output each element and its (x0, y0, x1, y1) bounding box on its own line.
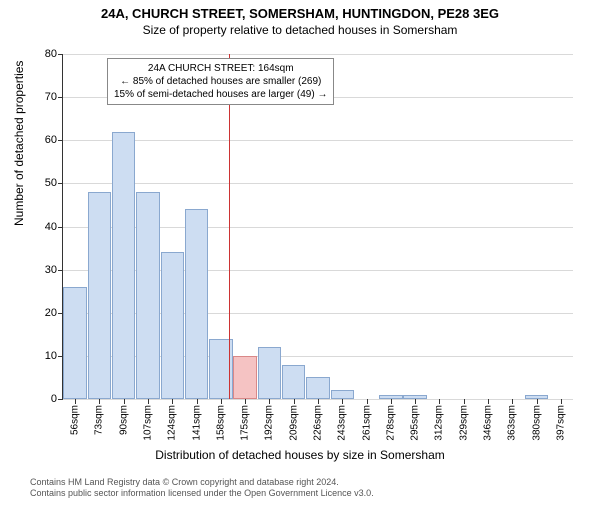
ytick-mark (58, 356, 63, 357)
xtick-label: 124sqm (167, 405, 178, 441)
xtick-label: 329sqm (458, 405, 469, 441)
xtick-mark (367, 399, 368, 404)
xtick-label: 192sqm (264, 405, 275, 441)
ytick-mark (58, 97, 63, 98)
xtick-mark (221, 399, 222, 404)
xtick-label: 226sqm (313, 405, 324, 441)
gridline (63, 183, 573, 184)
ytick-mark (58, 399, 63, 400)
histogram-bar (282, 365, 305, 400)
ytick-label: 80 (45, 48, 57, 60)
xtick-mark (537, 399, 538, 404)
x-axis-label: Distribution of detached houses by size … (0, 448, 600, 462)
gridline (63, 140, 573, 141)
ytick-mark (58, 140, 63, 141)
ytick-label: 0 (51, 393, 57, 405)
xtick-mark (488, 399, 489, 404)
xtick-mark (391, 399, 392, 404)
ytick-label: 60 (45, 134, 57, 146)
xtick-label: 90sqm (118, 405, 129, 435)
marker-line (229, 54, 230, 399)
histogram-bar (306, 377, 329, 399)
xtick-label: 141sqm (191, 405, 202, 441)
xtick-mark (197, 399, 198, 404)
xtick-mark (439, 399, 440, 404)
ytick-label: 20 (45, 307, 57, 319)
xtick-label: 278sqm (385, 405, 396, 441)
xtick-label: 346sqm (483, 405, 494, 441)
histogram-bar (161, 252, 184, 399)
y-axis-label: Number of detached properties (12, 61, 26, 226)
xtick-mark (75, 399, 76, 404)
ytick-mark (58, 313, 63, 314)
histogram-bar (258, 347, 281, 399)
ytick-label: 30 (45, 264, 57, 276)
xtick-label: 56sqm (70, 405, 81, 435)
ytick-label: 40 (45, 221, 57, 233)
xtick-label: 158sqm (215, 405, 226, 441)
xtick-label: 175sqm (240, 405, 251, 441)
plot-area: 0102030405060708056sqm73sqm90sqm107sqm12… (62, 54, 573, 400)
footer-line2: Contains public sector information licen… (30, 488, 374, 500)
chart-container: 24A, CHURCH STREET, SOMERSHAM, HUNTINGDO… (0, 6, 600, 506)
xtick-label: 312sqm (434, 405, 445, 441)
footer-attribution: Contains HM Land Registry data © Crown c… (30, 477, 374, 500)
xtick-mark (99, 399, 100, 404)
xtick-label: 261sqm (361, 405, 372, 441)
ytick-mark (58, 54, 63, 55)
histogram-bar (136, 192, 159, 399)
xtick-label: 380sqm (531, 405, 542, 441)
xtick-label: 243sqm (337, 405, 348, 441)
xtick-mark (269, 399, 270, 404)
annotation-line3: 15% of semi-detached houses are larger (… (114, 88, 327, 101)
footer-line1: Contains HM Land Registry data © Crown c… (30, 477, 374, 489)
ytick-mark (58, 227, 63, 228)
chart-title: 24A, CHURCH STREET, SOMERSHAM, HUNTINGDO… (0, 6, 600, 21)
xtick-mark (415, 399, 416, 404)
xtick-mark (464, 399, 465, 404)
chart-subtitle: Size of property relative to detached ho… (0, 23, 600, 37)
ytick-label: 10 (45, 350, 57, 362)
histogram-bar (88, 192, 111, 399)
ytick-label: 70 (45, 91, 57, 103)
xtick-mark (318, 399, 319, 404)
histogram-bar (63, 287, 86, 399)
histogram-bar (185, 209, 208, 399)
gridline (63, 54, 573, 55)
ytick-label: 50 (45, 177, 57, 189)
annotation-box: 24A CHURCH STREET: 164sqm ← 85% of detac… (107, 58, 334, 105)
xtick-mark (294, 399, 295, 404)
histogram-bar (331, 390, 354, 399)
xtick-label: 73sqm (94, 405, 105, 435)
xtick-mark (124, 399, 125, 404)
annotation-line1: 24A CHURCH STREET: 164sqm (114, 62, 327, 75)
annotation-line2: ← 85% of detached houses are smaller (26… (114, 75, 327, 88)
xtick-mark (172, 399, 173, 404)
histogram-bar (233, 356, 256, 399)
xtick-mark (342, 399, 343, 404)
xtick-label: 107sqm (143, 405, 154, 441)
xtick-label: 295sqm (410, 405, 421, 441)
ytick-mark (58, 270, 63, 271)
xtick-mark (245, 399, 246, 404)
xtick-label: 209sqm (288, 405, 299, 441)
xtick-mark (561, 399, 562, 404)
xtick-label: 363sqm (507, 405, 518, 441)
xtick-mark (148, 399, 149, 404)
xtick-mark (512, 399, 513, 404)
ytick-mark (58, 183, 63, 184)
xtick-label: 397sqm (555, 405, 566, 441)
histogram-bar (112, 132, 135, 399)
